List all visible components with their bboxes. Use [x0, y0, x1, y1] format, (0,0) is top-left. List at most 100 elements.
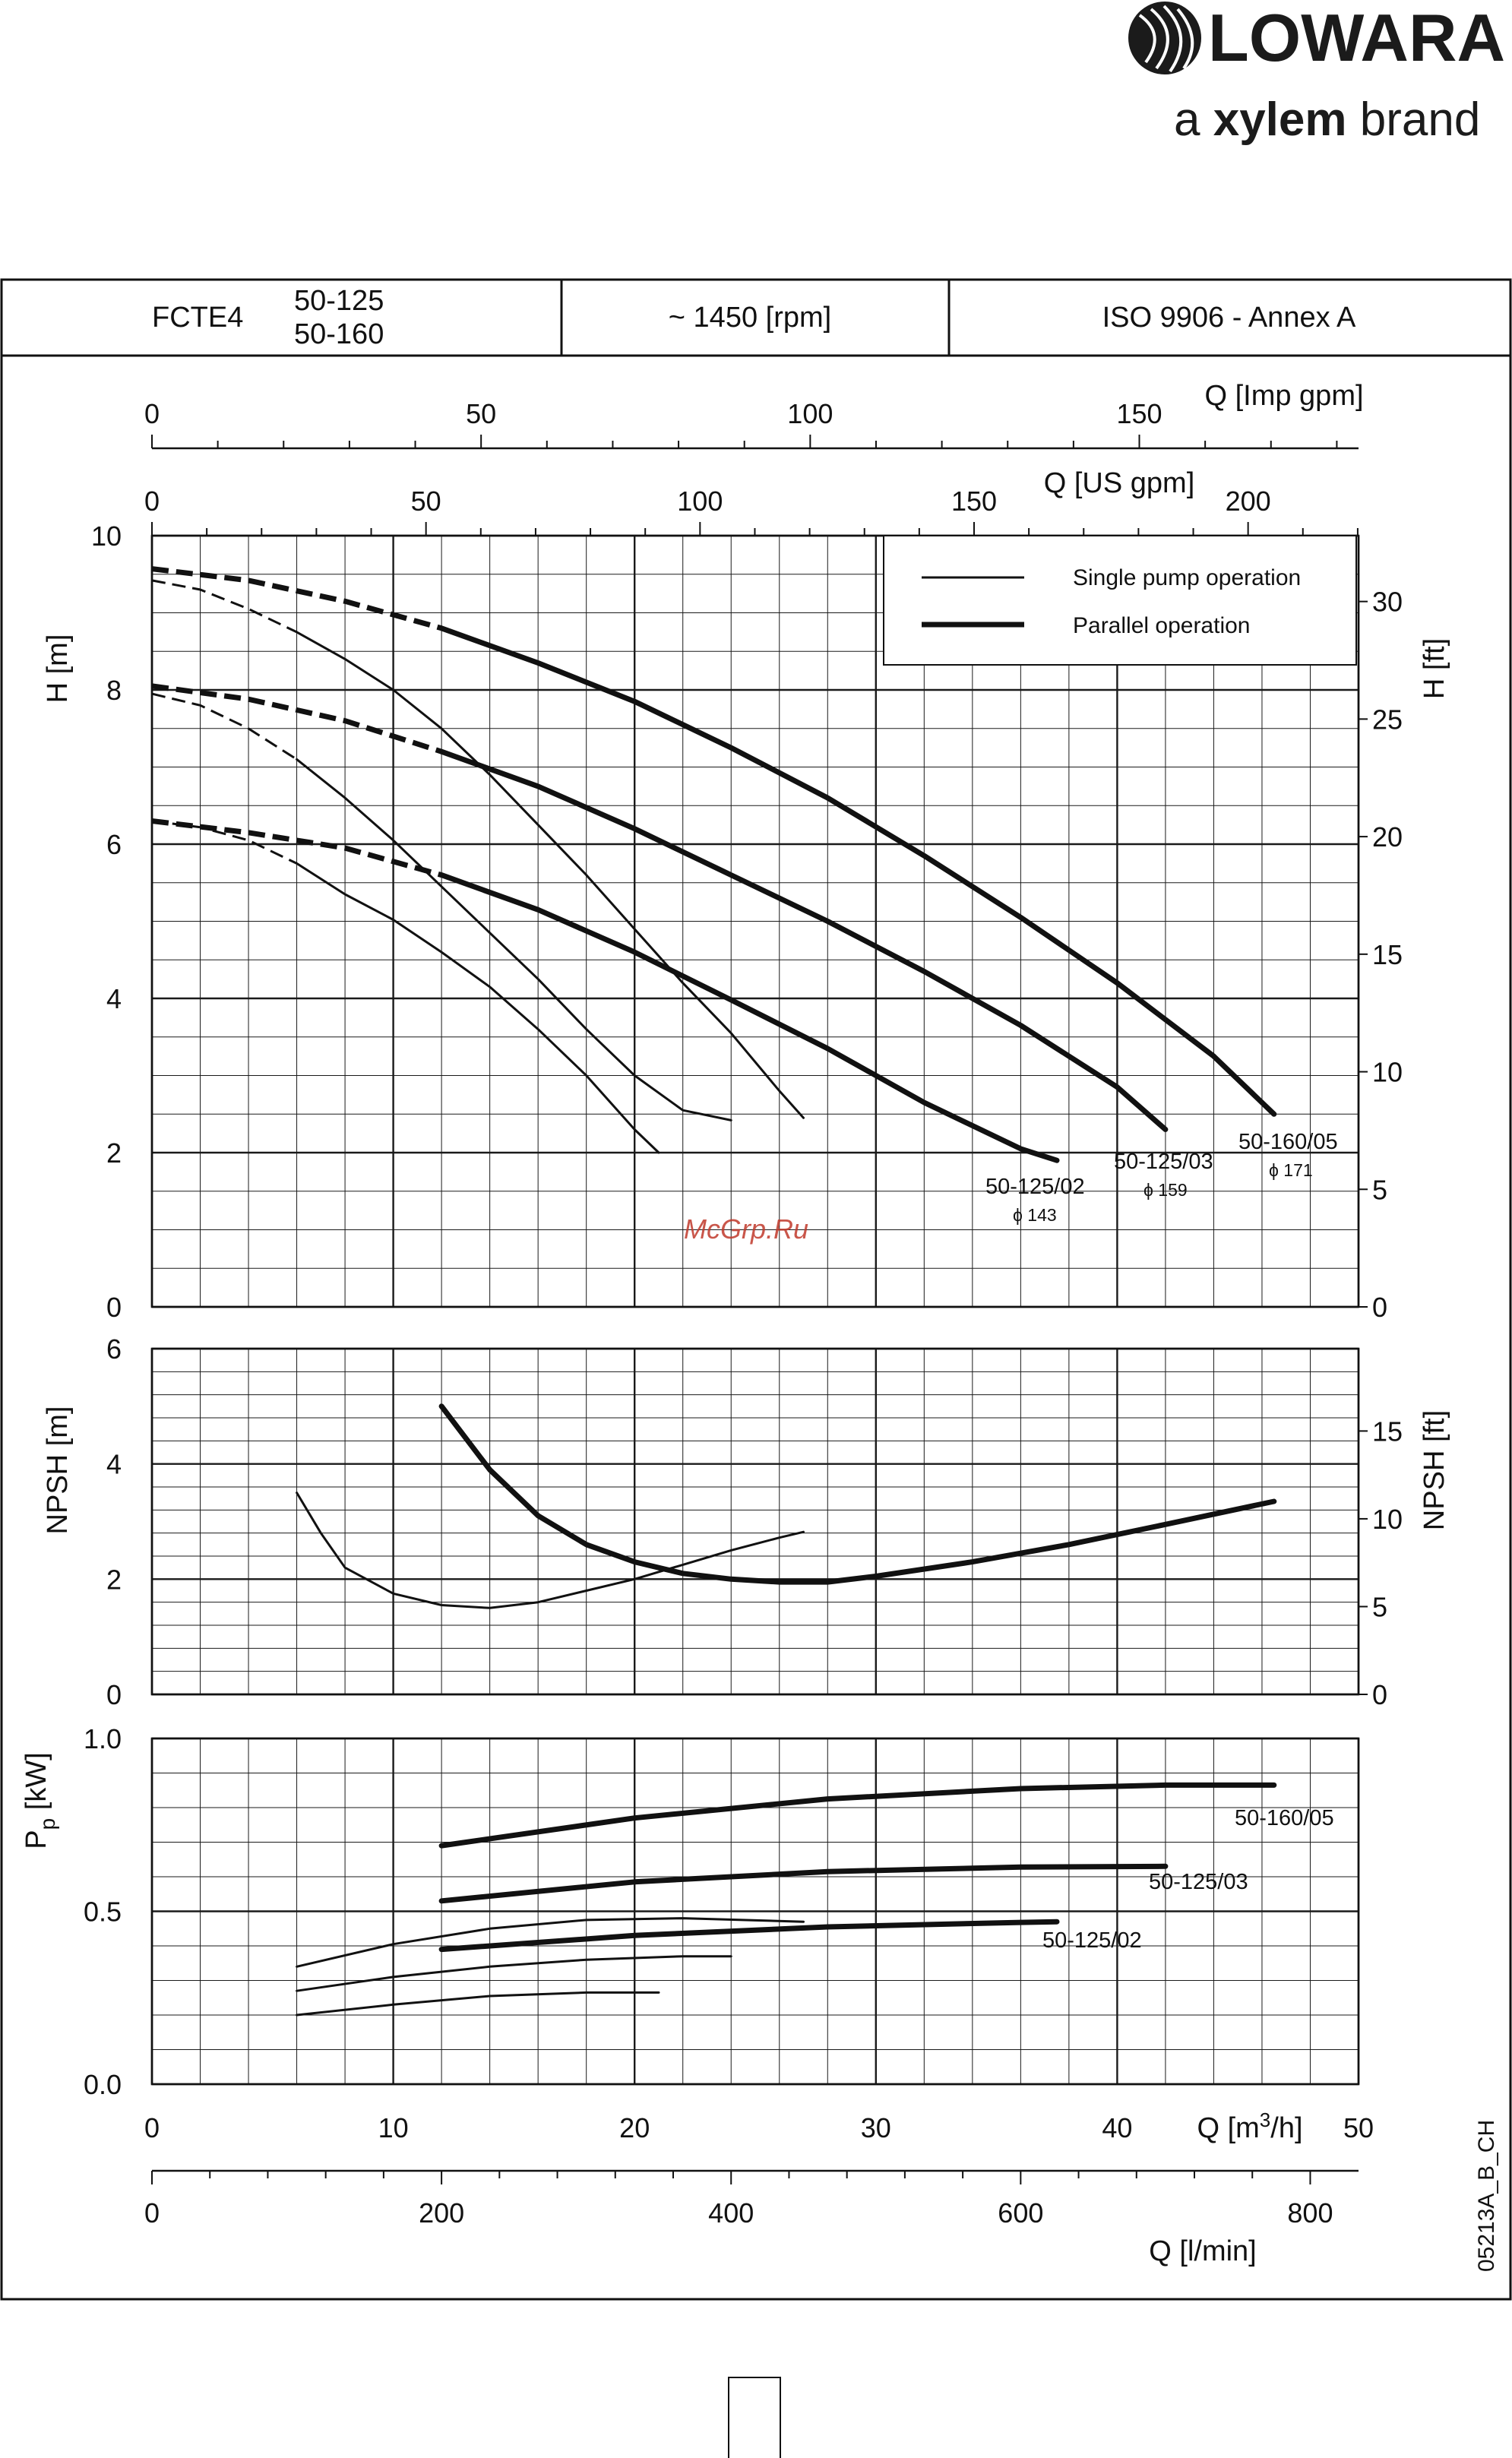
head-curve-single-2 [296, 631, 805, 1119]
panel-border-npsh [150, 1347, 1360, 1696]
top-axis-0-label-100: 100 [787, 398, 833, 429]
npsh-ytick-0: 0 [106, 1679, 122, 1710]
npsh-y2tick-10: 10 [1372, 1504, 1403, 1535]
npsh-curve-parallel-1 [438, 1403, 1277, 1585]
top-axis-1-label-0: 0 [144, 486, 160, 517]
head-y2tick-5: 5 [1372, 1174, 1387, 1205]
head-y2tick-30: 30 [1372, 587, 1403, 618]
tagline-bold: xylem [1213, 93, 1347, 146]
brand-tagline: a xylem brand [1174, 93, 1480, 146]
lmin-label-200: 200 [419, 2197, 464, 2229]
power-curve-single-2 [296, 1917, 805, 1968]
head-ytick-4: 4 [106, 983, 122, 1014]
head-label-50-160-05: 50-160/05 [1238, 1130, 1338, 1154]
head-curve-single-0-dashed [151, 820, 298, 865]
head-ytick-2: 2 [106, 1137, 122, 1169]
legend: Single pump operation Parallel operation [883, 535, 1357, 666]
power-ytick-1: 1.0 [84, 1723, 122, 1754]
top-axis-0-label-0: 0 [144, 398, 160, 429]
lmin-label-800: 800 [1287, 2197, 1333, 2229]
top-axis-0-title: Q [Imp gpm] [1204, 380, 1363, 412]
head-dia-50-160-05: ϕ 171 [1269, 1160, 1313, 1180]
legend-parallel-label: Parallel operation [1073, 613, 1250, 638]
head-curve-single-2-dashed [151, 579, 298, 634]
top-axis-0-label-150: 150 [1116, 398, 1162, 429]
npsh-y2tick-0: 0 [1372, 1679, 1387, 1710]
header-standard: ISO 9906 - Annex A [1102, 301, 1356, 334]
head-curve-parallel-5-dashed [151, 566, 443, 631]
watermark: McGrp.Ru [684, 1213, 808, 1245]
head-y2tick-10: 10 [1372, 1057, 1403, 1088]
legend-box [883, 535, 1357, 666]
header-models: 50-125 50-160 [294, 280, 537, 356]
power-curve-parallel-4 [438, 1863, 1169, 1904]
header-row: FCTE4 50-125 50-160 ~ 1450 [rpm] ISO 990… [2, 280, 1510, 356]
head-curve-parallel-4 [438, 748, 1169, 1132]
head-curve-single-0 [296, 862, 660, 1154]
power-curve-single-0 [296, 1991, 660, 2017]
curve-labels: 50-125/02 ϕ 143 50-125/03 ϕ 159 50-160/0… [985, 1130, 1338, 1953]
lmin-label-0: 0 [144, 2197, 160, 2229]
npsh-ytick-2: 2 [106, 1564, 122, 1595]
top-axis-1-label-200: 200 [1226, 486, 1271, 517]
tagline-pre: a [1174, 93, 1213, 146]
lowara-swirl-icon [1128, 2, 1201, 74]
lmin-title: Q [l/min] [1149, 2235, 1256, 2267]
tagline-post: brand [1347, 93, 1481, 146]
npsh-ytick-6: 6 [106, 1333, 122, 1365]
head-ytick-6: 6 [106, 829, 122, 860]
x-m3h-label-10: 10 [378, 2112, 409, 2143]
lowara-logo: LOWARA a xylem brand [1128, 0, 1505, 146]
axes-layer: 024681002460.00.51.0051015202530051015H … [21, 380, 1450, 2267]
head-y2tick-25: 25 [1372, 704, 1403, 735]
power-ylabel: Pp [kW] [21, 1752, 59, 1849]
head-y2tick-0: 0 [1372, 1292, 1387, 1323]
top-axis-1-label-50: 50 [411, 486, 441, 517]
power-curve-parallel-3 [438, 1919, 1060, 1953]
head-curve-parallel-3 [438, 872, 1060, 1163]
npsh-y2label: NPSH [ft] [1419, 1410, 1450, 1530]
head-dia-50-125-03: ϕ 159 [1143, 1180, 1188, 1200]
x-m3h-title: Q [m3/h] [1197, 2108, 1302, 2144]
lmin-label-600: 600 [998, 2197, 1043, 2229]
legend-single-label: Single pump operation [1073, 565, 1301, 590]
head-curve-parallel-3-dashed [151, 818, 443, 878]
head-label-50-125-03: 50-125/03 [1114, 1150, 1213, 1174]
x-m3h-label-50: 50 [1343, 2112, 1374, 2143]
npsh-ytick-4: 4 [106, 1449, 122, 1480]
head-curve-single-1-dashed [151, 692, 298, 761]
head-y2tick-15: 15 [1372, 939, 1403, 970]
npsh-curve-single-0 [296, 1492, 805, 1609]
power-label-50-125-02: 50-125/02 [1042, 1928, 1142, 1953]
brand-name: LOWARA [1208, 0, 1505, 75]
head-curve-parallel-4-dashed [151, 683, 443, 754]
head-ylabel: H [m] [42, 634, 74, 704]
x-m3h-label-0: 0 [144, 2112, 160, 2143]
top-axis-1-label-100: 100 [677, 486, 723, 517]
header-model-1: 50-125 [294, 285, 384, 317]
npsh-ylabel: NPSH [m] [42, 1406, 74, 1535]
x-m3h-label-30: 30 [861, 2112, 891, 2143]
power-label-50-125-03: 50-125/03 [1149, 1870, 1248, 1894]
head-ytick-8: 8 [106, 675, 122, 706]
outer-frame [0, 278, 1512, 2301]
page-number-box [728, 2377, 781, 2458]
npsh-y2tick-15: 15 [1372, 1416, 1403, 1447]
head-ytick-0: 0 [106, 1292, 122, 1323]
header-series: FCTE4 [152, 301, 244, 334]
power-curve-single-1 [296, 1955, 732, 1992]
figure-code: 05213A_B_CH [1474, 2120, 1499, 2272]
grid-layer [150, 534, 1360, 2086]
header-model-2: 50-160 [294, 318, 384, 350]
power-ytick-0.5: 0.5 [84, 1896, 122, 1928]
curves-layer [151, 566, 1277, 2017]
npsh-y2tick-5: 5 [1372, 1591, 1387, 1622]
top-axis-1-title: Q [US gpm] [1044, 467, 1195, 499]
header-speed: ~ 1450 [rpm] [668, 301, 832, 334]
top-axis-0-label-50: 50 [466, 398, 496, 429]
power-ytick-0: 0.0 [84, 2069, 122, 2100]
head-y2tick-20: 20 [1372, 821, 1403, 853]
head-curve-single-1 [296, 758, 732, 1121]
panel-border-power [150, 1737, 1360, 2086]
